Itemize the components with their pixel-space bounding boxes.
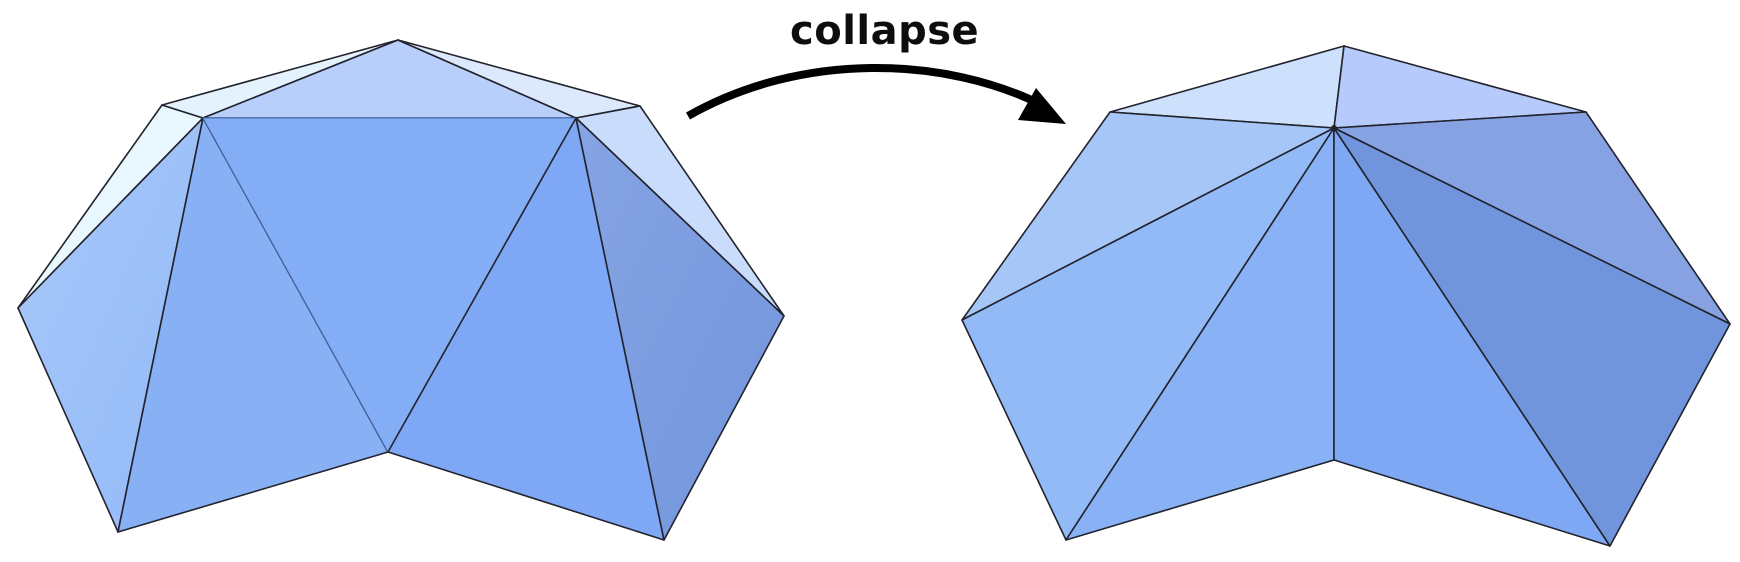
arrow-head <box>1018 88 1066 124</box>
arrow-shaft <box>686 64 1048 120</box>
collapse-label: collapse <box>790 8 980 54</box>
mesh-before-collapse <box>17 39 785 541</box>
face-right-outer <box>575 117 785 541</box>
collapsed-vertex <box>1331 125 1337 131</box>
mesh-after-collapse <box>961 45 1731 547</box>
face-fan-right <box>1333 127 1731 547</box>
collapse-arrow <box>686 64 1066 124</box>
